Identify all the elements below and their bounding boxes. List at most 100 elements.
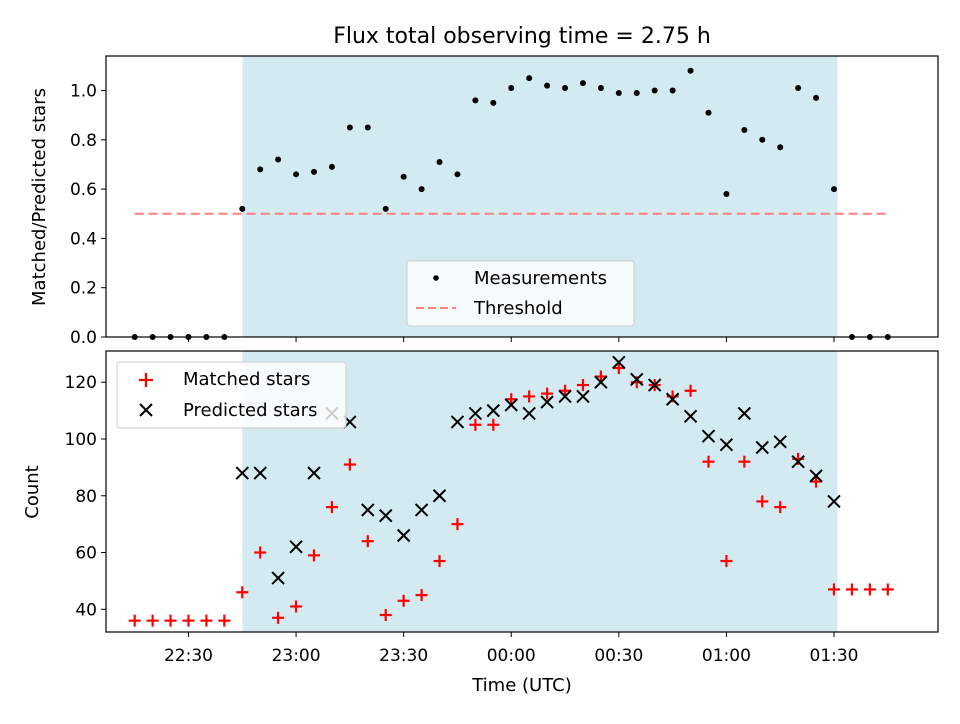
series-matched-stars [128, 362, 894, 627]
predicted-point [486, 403, 501, 418]
matched-point [559, 384, 572, 397]
measurement-point [597, 85, 604, 92]
matched-point [487, 418, 500, 431]
matched-point [594, 370, 607, 383]
predicted-point [809, 469, 823, 483]
predicted-point [701, 429, 716, 443]
measurement-point [346, 124, 353, 131]
legend-measurements-marker [433, 275, 439, 281]
predicted-point [683, 409, 698, 423]
predicted-point [468, 406, 483, 421]
predicted-point [719, 437, 734, 452]
matched-point [612, 362, 625, 375]
plot-frame [105, 55, 939, 338]
matched-point [325, 501, 338, 514]
predicted-point [361, 503, 375, 517]
series-measurements [131, 67, 891, 340]
x-tick-label: 22:30 [164, 646, 213, 666]
matched-point [361, 535, 374, 548]
x-axis-label: Time (UTC) [471, 675, 572, 696]
matched-point [379, 608, 392, 621]
predicted-point [665, 392, 680, 406]
predicted-point [540, 395, 554, 409]
measurement-point [705, 109, 712, 116]
y-tick-label: 0.4 [70, 229, 97, 249]
measurement-point [651, 87, 658, 94]
top-y-axis-label: Matched/Predicted stars [29, 88, 50, 306]
predicted-point [594, 375, 608, 389]
measurement-point [239, 205, 246, 212]
matched-point [200, 614, 213, 627]
measurement-point [813, 94, 820, 101]
measurement-point [328, 163, 335, 170]
predicted-point [612, 355, 626, 370]
matched-point [308, 549, 320, 562]
matched-point [146, 614, 159, 627]
matched-point [236, 586, 249, 599]
predicted-point [630, 372, 644, 387]
predicted-point [253, 466, 267, 480]
predicted-point [827, 494, 841, 509]
measurement-point [579, 80, 586, 87]
measurement-point [418, 186, 425, 193]
legend-matched-label: Matched stars [183, 369, 310, 390]
x-tick-label: 00:00 [487, 646, 536, 666]
matched-point [756, 495, 769, 508]
matched-point [810, 475, 823, 488]
legend-threshold-label: Threshold [473, 298, 563, 319]
measurement-point [364, 124, 371, 131]
measurement-point [257, 166, 264, 173]
bottom-legend: Matched stars Predicted stars [116, 361, 347, 429]
predicted-point [414, 503, 429, 517]
measurement-point [759, 136, 766, 143]
y-tick-label: 60 [75, 544, 97, 564]
matched-point [164, 614, 177, 627]
measurement-point [741, 126, 748, 133]
matched-point [290, 600, 303, 613]
predicted-point [522, 406, 536, 421]
y-tick-label: 1.0 [70, 82, 97, 102]
x-tick-label: 01:30 [810, 646, 859, 666]
measurement-point [795, 85, 802, 92]
predicted-point [647, 378, 662, 392]
matched-point [845, 583, 858, 596]
measurement-point [400, 173, 407, 180]
measurement-point [526, 75, 533, 82]
predicted-point [558, 389, 572, 404]
chart-title: Flux total observing time = 2.75 h [333, 24, 711, 49]
measurement-point [311, 168, 317, 175]
predicted-point [289, 540, 303, 554]
matched-point [881, 583, 894, 596]
series-predicted-stars [235, 355, 841, 585]
matched-point [182, 614, 195, 627]
measurement-point [490, 99, 497, 106]
measurement-point [687, 67, 694, 74]
bottom-legend-box [116, 361, 347, 429]
measurement-point [669, 87, 676, 94]
matched-point [738, 455, 751, 468]
matched-point [343, 458, 356, 471]
measurement-point [831, 186, 837, 193]
matched-point [828, 583, 840, 596]
matched-point [218, 614, 231, 627]
predicted-point [576, 389, 590, 404]
y-tick-label: 80 [75, 487, 97, 507]
measurement-point [777, 144, 784, 151]
measurement-point [472, 97, 479, 104]
matched-point [272, 611, 285, 624]
predicted-point [737, 406, 752, 421]
x-tick-label: 00:30 [594, 646, 643, 666]
measurement-point [544, 82, 551, 89]
predicted-point [755, 440, 769, 455]
legend-matched-marker [139, 373, 153, 387]
measurement-point [562, 85, 569, 92]
y-tick-label: 120 [65, 373, 97, 393]
predicted-point [773, 435, 787, 449]
y-tick-label: 0.6 [70, 180, 97, 200]
legend-predicted-label: Predicted stars [183, 400, 317, 421]
matched-point [774, 501, 787, 514]
y-tick-label: 0.8 [70, 131, 97, 151]
bottom-y-axis-label: Count [22, 465, 43, 518]
y-tick-label: 100 [65, 430, 97, 450]
